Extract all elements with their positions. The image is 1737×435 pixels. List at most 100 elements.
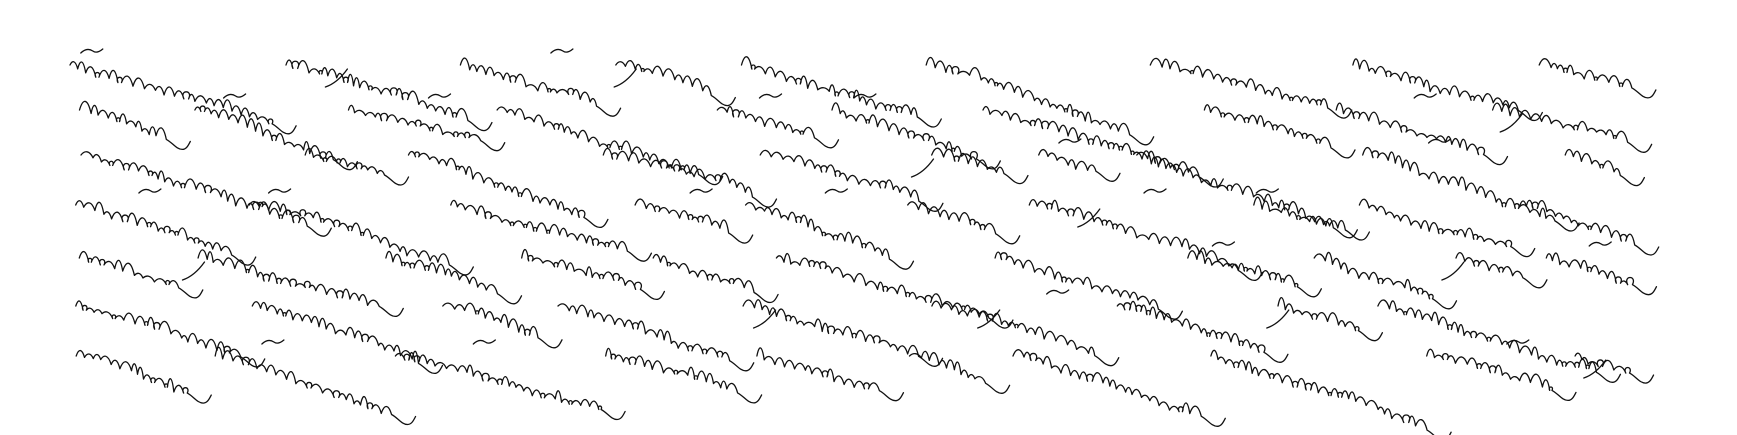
vowel-mark xyxy=(80,48,104,54)
cursive-word xyxy=(1545,252,1658,296)
cursive-word xyxy=(907,201,1021,245)
cursive-word xyxy=(1136,150,1371,241)
vowel-mark xyxy=(853,93,877,99)
cursive-word xyxy=(496,106,724,186)
cursive-word xyxy=(1210,349,1452,435)
cursive-word xyxy=(1362,146,1580,232)
cursive-word xyxy=(78,100,191,151)
cursive-word xyxy=(1038,148,1121,182)
vowel-mark xyxy=(1506,339,1530,345)
cursive-word xyxy=(197,249,404,318)
cursive-word xyxy=(744,202,915,270)
cursive-word xyxy=(1313,251,1458,310)
descender xyxy=(1266,309,1290,329)
descender xyxy=(910,158,935,178)
cursive-word xyxy=(634,198,754,244)
cursive-word xyxy=(1277,297,1384,342)
cursive-word xyxy=(78,250,204,299)
cursive-word xyxy=(75,300,266,368)
cursive-word xyxy=(602,147,778,208)
cursive-word xyxy=(615,60,736,107)
cursive-word xyxy=(740,56,942,128)
cursive-word xyxy=(1564,148,1646,187)
cursive-word xyxy=(459,57,622,117)
vowel-mark xyxy=(472,339,496,345)
vowel-mark xyxy=(138,188,162,194)
cursive-word xyxy=(407,150,609,229)
cursive-word xyxy=(80,151,332,237)
vowel-mark xyxy=(267,188,292,194)
vowel-mark xyxy=(550,48,574,54)
cursive-word xyxy=(1574,352,1655,384)
cursive-word xyxy=(605,347,763,404)
cursive-word xyxy=(1358,198,1536,258)
cursive-word xyxy=(1028,198,1263,282)
cursive-word xyxy=(1426,348,1577,402)
vowel-mark xyxy=(689,188,713,194)
cursive-word xyxy=(1012,349,1226,427)
descender xyxy=(1077,208,1101,228)
cursive-word xyxy=(1116,300,1289,363)
cursive-word xyxy=(521,248,666,301)
cursive-word xyxy=(716,106,840,149)
descender xyxy=(181,261,206,281)
cursive-word xyxy=(1187,250,1322,298)
cursive-word xyxy=(1253,196,1358,239)
cursive-word xyxy=(742,299,944,367)
cursive-word xyxy=(75,349,212,404)
cursive-word xyxy=(1203,104,1356,159)
cursive-word xyxy=(775,252,1014,329)
cursive-word xyxy=(1455,252,1548,289)
descender xyxy=(1583,359,1607,379)
cursive-word xyxy=(394,351,626,421)
vowel-mark xyxy=(427,93,452,99)
cursive-word xyxy=(442,302,563,349)
descender xyxy=(324,68,349,88)
cursive-word xyxy=(931,147,1029,185)
cursive-word xyxy=(1538,58,1657,99)
cursive-word xyxy=(1149,57,1353,119)
cursive-word xyxy=(908,350,1011,394)
vowel-mark xyxy=(222,93,247,99)
cursive-word xyxy=(194,105,359,171)
vowel-mark xyxy=(1046,289,1070,295)
descender xyxy=(613,68,637,88)
cursive-word xyxy=(557,303,755,372)
vowel-mark xyxy=(1255,188,1279,194)
cursive-word xyxy=(756,347,905,402)
cursive-word xyxy=(214,346,417,426)
cursive-word xyxy=(994,251,1184,320)
cursive-word xyxy=(1335,102,1509,166)
cursive-word xyxy=(385,250,523,305)
cursive-word xyxy=(248,200,474,276)
cursive-word xyxy=(304,147,410,186)
vowel-mark xyxy=(758,93,783,99)
vowel-mark xyxy=(261,339,285,345)
cursive-word xyxy=(1377,299,1622,383)
vowel-mark xyxy=(1143,188,1167,194)
vowel-mark xyxy=(824,188,848,194)
cursive-word xyxy=(759,149,944,212)
cursive-word xyxy=(831,102,1001,170)
cursive-word xyxy=(982,105,1224,188)
vowel-mark xyxy=(1058,138,1082,144)
descender xyxy=(977,309,1001,329)
cursive-word xyxy=(1491,102,1653,153)
cursive-word xyxy=(285,59,493,132)
descender xyxy=(1441,261,1465,281)
cursive-word xyxy=(75,200,257,266)
cursive-word xyxy=(925,56,1155,146)
cursive-word xyxy=(1352,58,1543,122)
vowel-mark xyxy=(1211,241,1236,247)
descender xyxy=(1499,113,1523,133)
cursive-word xyxy=(931,300,1120,367)
cursive-word xyxy=(347,104,506,152)
vowel-mark xyxy=(1427,138,1452,144)
vowel-mark xyxy=(1588,241,1612,247)
vowel-mark xyxy=(1413,93,1437,99)
cursive-word xyxy=(450,199,653,262)
cursive-word xyxy=(69,61,297,135)
